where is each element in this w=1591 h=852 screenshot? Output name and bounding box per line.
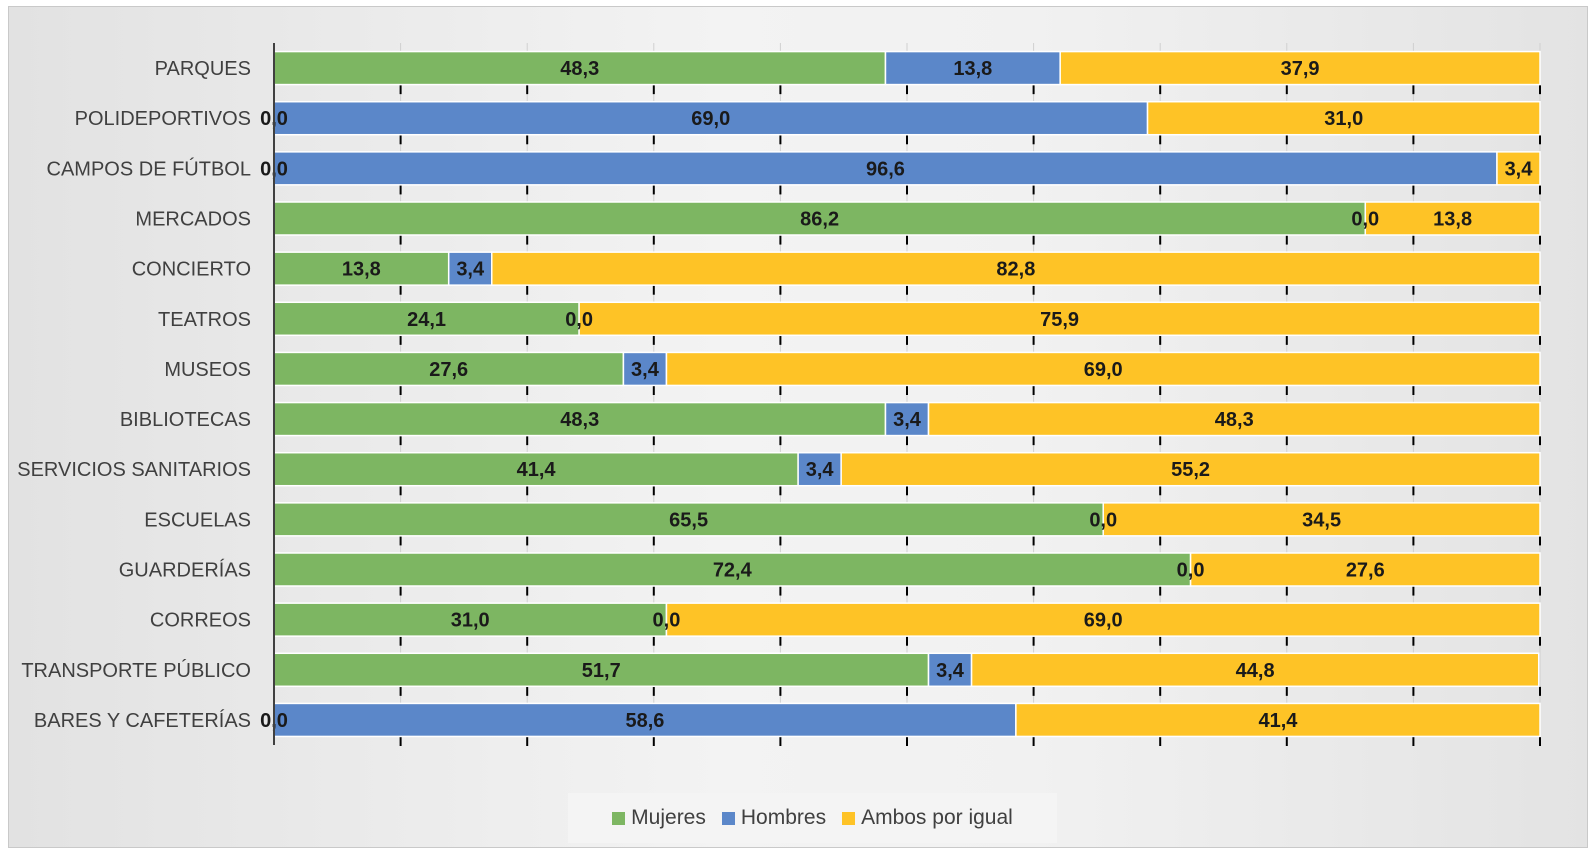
data-label: 51,7 — [582, 660, 621, 682]
data-label: 3,4 — [893, 409, 922, 431]
bar-segment — [927, 401, 1541, 437]
data-label: 24,1 — [407, 309, 446, 331]
data-label: 0,0 — [565, 309, 593, 331]
legend-label-mujeres: Mujeres — [631, 806, 706, 829]
bar-segment — [273, 251, 450, 286]
data-label: 65,5 — [669, 509, 708, 531]
data-label: 3,4 — [806, 459, 835, 481]
bar-segment — [273, 602, 668, 637]
data-label: 0,0 — [1089, 509, 1117, 531]
data-label: 3,4 — [456, 259, 485, 281]
bar-segment — [491, 251, 1541, 286]
data-label: 69,0 — [691, 108, 730, 130]
legend: Mujeres Hombres Ambos por igual — [568, 793, 1057, 843]
category-label: BARES Y CAFETERÍAS — [34, 709, 251, 732]
category-label: ESCUELAS — [144, 509, 251, 531]
data-label: 3,4 — [1505, 158, 1534, 180]
legend-item-hombres: Hombres — [721, 806, 827, 830]
category-label: CORREOS — [150, 610, 251, 632]
stacked-bar-chart: PARQUES POLIDEPORTIVOS CAMPOS DE FÚTBOL MER… — [17, 43, 1541, 746]
bar-segment — [273, 451, 799, 487]
data-label: 72,4 — [713, 560, 753, 582]
bar-segment — [1015, 702, 1541, 738]
chart-frame: PARQUES POLIDEPORTIVOS CAMPOS DE FÚTBOL MER… — [8, 6, 1588, 848]
bar-segment — [273, 151, 1498, 186]
data-label: 75,9 — [1040, 309, 1079, 331]
category-label: MUSEOS — [164, 359, 251, 381]
grid-lines — [399, 43, 1541, 746]
data-label: 48,3 — [1215, 409, 1254, 431]
bar-segment — [665, 602, 1541, 637]
bar-segment — [1496, 151, 1541, 186]
data-label: 34,5 — [1302, 509, 1341, 531]
data-label: 27,6 — [429, 359, 468, 381]
data-label: 0,0 — [653, 610, 681, 632]
data-label: 69,0 — [1084, 359, 1123, 381]
bar-segment — [884, 401, 930, 437]
category-label: POLIDEPORTIVOS — [75, 108, 251, 130]
legend-item-ambos: Ambos por igual — [842, 806, 1013, 830]
legend-swatch-hombres — [721, 811, 735, 825]
category-labels: PARQUES POLIDEPORTIVOS CAMPOS DE FÚTBOL MER… — [17, 58, 251, 732]
bar-segment — [578, 301, 1541, 337]
category-label: BIBLIOTECAS — [120, 409, 251, 431]
data-label: 82,8 — [996, 259, 1035, 281]
bar-segment — [273, 702, 1017, 738]
data-label: 37,9 — [1281, 58, 1320, 80]
legend-item-mujeres: Mujeres — [612, 806, 706, 830]
bar-segment — [622, 351, 668, 387]
bar-segment — [927, 652, 973, 688]
bar-segment — [273, 100, 1149, 136]
data-label: 13,8 — [953, 58, 992, 80]
bar-segment — [273, 652, 930, 688]
bar-segment — [1189, 552, 1541, 587]
category-label: MERCADOS — [135, 209, 251, 231]
data-label: 48,3 — [560, 58, 599, 80]
category-label: TRANSPORTE PÚBLICO — [21, 659, 251, 682]
bar-segment — [665, 351, 1541, 387]
data-label: 0,0 — [1177, 560, 1205, 582]
data-label: 48,3 — [560, 409, 599, 431]
legend-label-hombres: Hombres — [740, 806, 827, 829]
data-label: 41,4 — [517, 459, 557, 481]
data-label: 3,4 — [631, 359, 660, 381]
data-label: 13,8 — [342, 259, 381, 281]
category-label: TEATROS — [158, 309, 251, 331]
data-label: 44,8 — [1236, 660, 1275, 682]
data-label: 69,0 — [1084, 610, 1123, 632]
category-label: SERVICIOS SANITARIOS — [17, 459, 251, 481]
bar-segment — [970, 652, 1540, 688]
legend-swatch-mujeres — [612, 811, 626, 825]
bar-segment — [1364, 201, 1541, 236]
data-label: 31,0 — [1324, 108, 1363, 130]
bar-segment — [273, 552, 1192, 587]
data-label: 13,8 — [1433, 209, 1472, 231]
category-label: PARQUES — [155, 58, 251, 80]
data-label: 41,4 — [1258, 710, 1298, 732]
bar-segment — [797, 451, 842, 487]
bar-segment — [273, 201, 1367, 236]
legend-swatch-ambos — [842, 811, 856, 825]
bars — [273, 50, 1541, 738]
category-label: GUARDERÍAS — [119, 559, 251, 582]
data-label: 0,0 — [1351, 209, 1379, 231]
bar-segment — [1059, 50, 1541, 86]
bar-segment — [1146, 100, 1541, 136]
legend-label-ambos: Ambos por igual — [861, 806, 1013, 829]
data-label: 86,2 — [800, 209, 839, 231]
bar-segment — [1102, 502, 1541, 537]
category-label: CAMPOS DE FÚTBOL — [47, 157, 251, 180]
data-label: 3,4 — [936, 660, 965, 682]
data-label: 55,2 — [1171, 459, 1210, 481]
data-label: 58,6 — [625, 710, 664, 732]
data-label: 27,6 — [1346, 560, 1385, 582]
data-labels: 48,3 13,8 37,9 0,0 69,0 31,0 0,0 96,6 3,4 86,2 0,0… — [260, 58, 1533, 732]
bar-segment — [884, 50, 1061, 86]
data-label: 96,6 — [866, 158, 905, 180]
bar-segment — [840, 451, 1541, 487]
category-label: CONCIERTO — [132, 259, 251, 281]
data-label: 31,0 — [451, 610, 490, 632]
